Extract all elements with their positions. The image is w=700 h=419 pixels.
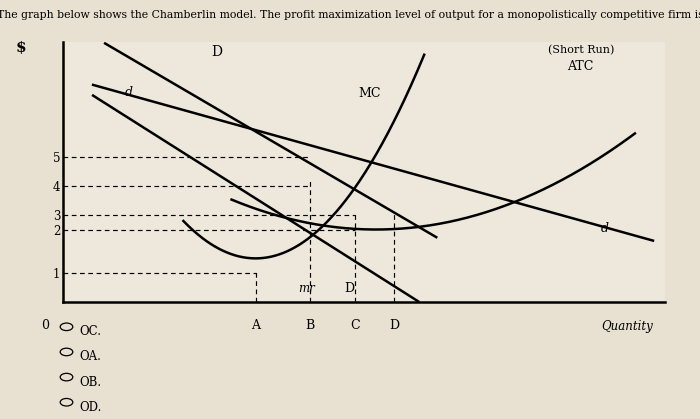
Text: ATC: ATC <box>568 60 594 73</box>
Text: D: D <box>211 45 222 59</box>
Text: B: B <box>305 319 314 332</box>
Text: A: A <box>251 319 260 332</box>
Text: d: d <box>125 86 133 99</box>
Text: $: $ <box>15 41 26 54</box>
Text: D: D <box>389 319 399 332</box>
Text: Quantity: Quantity <box>601 321 653 334</box>
Text: OD.: OD. <box>79 401 102 414</box>
Text: OB.: OB. <box>79 375 102 389</box>
Text: The graph below shows the Chamberlin model. The profit maximization level of out: The graph below shows the Chamberlin mod… <box>0 10 700 21</box>
Text: (Short Run): (Short Run) <box>547 45 614 56</box>
Text: D: D <box>344 282 354 295</box>
Text: d: d <box>601 222 609 235</box>
Text: mr: mr <box>298 282 315 295</box>
Text: OC.: OC. <box>79 325 101 339</box>
Text: MC: MC <box>359 87 382 101</box>
Text: 0: 0 <box>41 319 49 332</box>
Text: C: C <box>350 319 360 332</box>
Text: OA.: OA. <box>79 350 101 364</box>
